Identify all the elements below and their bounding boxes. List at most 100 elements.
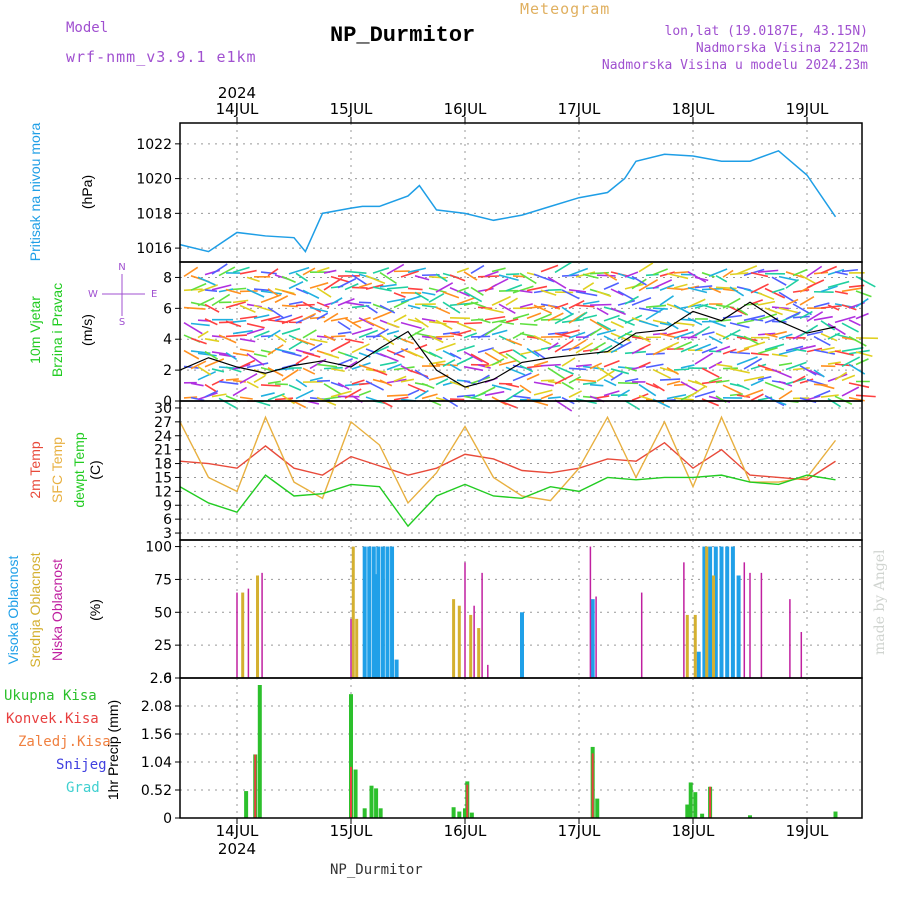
y-tick-label: 25	[154, 638, 172, 654]
wind-barb	[386, 298, 406, 304]
wind-barb	[813, 389, 831, 399]
cloud-bar	[725, 546, 730, 678]
wind-barb	[687, 317, 703, 326]
wind-barb	[358, 301, 372, 304]
wind-barb	[197, 297, 215, 307]
wind-barb	[190, 322, 210, 327]
temp-line-0	[179, 441, 836, 481]
wind-barb	[596, 321, 612, 331]
wind-barb	[449, 274, 466, 282]
date-label-top: 18JUL	[672, 100, 715, 118]
model-label: Model	[66, 20, 109, 36]
date-label-top: 19JUL	[786, 100, 829, 118]
cloud-bar	[702, 546, 707, 678]
wind-barb	[820, 265, 838, 274]
wind-barb	[344, 301, 365, 307]
wind-barb	[680, 364, 695, 369]
wind-barb	[743, 357, 763, 370]
wind-barb	[414, 343, 428, 351]
wind-barb	[575, 304, 595, 308]
wind-barb	[253, 353, 267, 358]
wind-barb	[743, 341, 766, 350]
wind-barb	[400, 321, 422, 329]
wind-barb	[190, 382, 204, 387]
wind-barb	[750, 318, 764, 322]
wind-barb	[855, 351, 873, 357]
wind-barb	[561, 357, 576, 367]
wind-barb	[617, 341, 632, 350]
wind-barb	[554, 365, 574, 375]
y-tick-label: 6	[163, 512, 172, 528]
wind-barb	[820, 285, 838, 293]
wind-barb	[484, 307, 504, 314]
wind-barb	[778, 362, 793, 367]
temp-line-2	[179, 474, 836, 528]
wind-barb	[799, 295, 815, 306]
wind-barb	[645, 363, 664, 369]
date-label-bottom: 17JUL	[558, 822, 601, 840]
wind-barb	[771, 330, 787, 336]
wind-barb	[792, 367, 810, 371]
cloud-bar	[236, 592, 238, 678]
wind-barb	[449, 287, 470, 297]
wind-barb	[281, 289, 297, 296]
wind-barb	[750, 299, 763, 305]
wind-barb	[855, 394, 876, 398]
wind-barb	[505, 366, 526, 376]
precip-legend-item: Grad	[66, 780, 100, 796]
wind-barb	[624, 399, 641, 411]
precip-bar	[748, 815, 752, 818]
wind-barb	[813, 315, 833, 321]
wind-barb	[498, 349, 513, 355]
wind-barb	[659, 322, 673, 327]
wind-barb	[568, 331, 586, 339]
wind-barb	[491, 329, 508, 336]
temp-axis-label-sfc: SFC Temp	[49, 437, 65, 503]
wind-barb	[477, 306, 493, 310]
wind-barb	[729, 367, 750, 374]
wind-barb	[330, 381, 344, 388]
wind-barb	[813, 335, 831, 347]
wind-barb	[547, 342, 559, 351]
wind-barb	[645, 304, 667, 308]
cloud-bar	[256, 575, 260, 678]
wind-barb	[820, 346, 835, 352]
wind-barb	[771, 287, 785, 294]
wind-barb	[344, 283, 359, 291]
wind-barb	[484, 270, 499, 277]
y-tick-label: 1018	[136, 206, 172, 222]
wind-barb	[596, 307, 609, 316]
wind-barb	[764, 343, 785, 351]
wind-barb	[757, 375, 772, 381]
wind-barb	[365, 335, 382, 338]
wind-barb	[631, 296, 652, 306]
cloud-bar	[374, 574, 379, 678]
wind-barb	[239, 396, 253, 400]
wind-barb	[232, 352, 249, 357]
wind-barb	[554, 339, 574, 353]
wind-barb	[575, 290, 598, 297]
wind-barb	[799, 324, 819, 337]
precip-bar	[463, 808, 467, 818]
cloud-bar	[590, 599, 595, 678]
wind-barb	[505, 338, 523, 347]
wind-barb	[708, 335, 723, 344]
precip-axis-label: 1hr Precip (mm)	[105, 700, 121, 800]
wind-barb	[456, 286, 470, 293]
wind-barb	[225, 351, 238, 361]
cloud-bar	[371, 546, 376, 678]
wind-barb	[414, 317, 429, 328]
wind-barb	[547, 312, 564, 322]
wind-barb	[365, 275, 386, 285]
wind-barb	[519, 384, 532, 394]
wind-barb	[610, 372, 623, 381]
wind-barb	[218, 397, 239, 410]
cloud-bar	[469, 614, 473, 678]
wind-barb	[232, 266, 250, 274]
wind-barb	[183, 322, 203, 335]
wind-barb	[267, 329, 281, 339]
wind-barb	[526, 373, 540, 381]
page-title: NP_Durmitor	[330, 23, 476, 48]
wind-barb	[792, 303, 812, 316]
wind-barb	[225, 320, 242, 328]
